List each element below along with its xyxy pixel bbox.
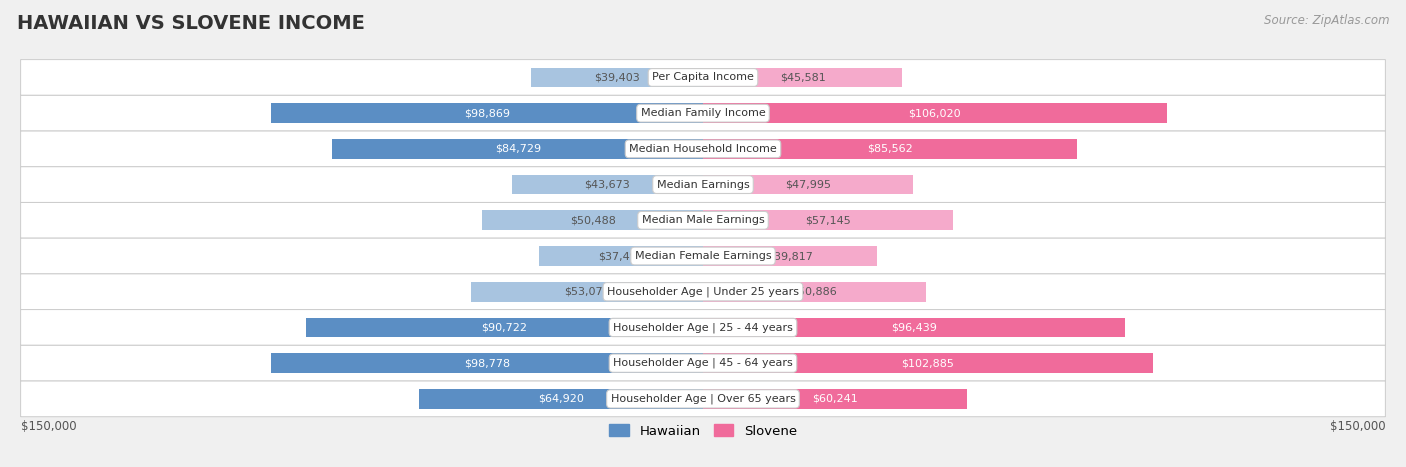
Text: $37,497: $37,497 — [598, 251, 644, 261]
Bar — [703, 68, 903, 87]
Bar — [703, 389, 966, 409]
Bar — [703, 246, 877, 266]
Text: Householder Age | 25 - 44 years: Householder Age | 25 - 44 years — [613, 322, 793, 333]
Text: Median Male Earnings: Median Male Earnings — [641, 215, 765, 225]
Text: Householder Age | 45 - 64 years: Householder Age | 45 - 64 years — [613, 358, 793, 368]
Bar — [703, 103, 1167, 123]
Text: $150,000: $150,000 — [21, 419, 76, 432]
Text: Median Family Income: Median Family Income — [641, 108, 765, 118]
Bar — [703, 139, 1077, 159]
Text: $47,995: $47,995 — [785, 180, 831, 190]
Text: $39,817: $39,817 — [768, 251, 813, 261]
FancyBboxPatch shape — [21, 345, 1385, 381]
Bar — [270, 103, 703, 123]
Text: Per Capita Income: Per Capita Income — [652, 72, 754, 83]
Legend: Hawaiian, Slovene: Hawaiian, Slovene — [603, 419, 803, 443]
Bar — [471, 282, 703, 302]
Bar — [703, 318, 1125, 337]
FancyBboxPatch shape — [21, 238, 1385, 274]
Text: Median Household Income: Median Household Income — [628, 144, 778, 154]
FancyBboxPatch shape — [21, 95, 1385, 131]
Text: $50,488: $50,488 — [569, 215, 616, 225]
Text: $50,886: $50,886 — [792, 287, 837, 297]
Text: Median Female Earnings: Median Female Earnings — [634, 251, 772, 261]
Bar — [512, 175, 703, 194]
Bar — [307, 318, 703, 337]
Text: Householder Age | Over 65 years: Householder Age | Over 65 years — [610, 394, 796, 404]
Text: $43,673: $43,673 — [585, 180, 630, 190]
Text: $106,020: $106,020 — [908, 108, 962, 118]
FancyBboxPatch shape — [21, 60, 1385, 95]
Bar — [332, 139, 703, 159]
FancyBboxPatch shape — [21, 274, 1385, 310]
FancyBboxPatch shape — [21, 167, 1385, 203]
Text: $57,145: $57,145 — [806, 215, 851, 225]
Bar — [703, 282, 925, 302]
Text: $150,000: $150,000 — [1330, 419, 1385, 432]
Text: $84,729: $84,729 — [495, 144, 541, 154]
Text: Median Earnings: Median Earnings — [657, 180, 749, 190]
Text: $98,869: $98,869 — [464, 108, 510, 118]
Bar — [703, 354, 1153, 373]
Bar — [703, 175, 912, 194]
Text: $96,439: $96,439 — [891, 322, 936, 333]
Bar — [271, 354, 703, 373]
Bar — [538, 246, 703, 266]
Text: $102,885: $102,885 — [901, 358, 955, 368]
Text: HAWAIIAN VS SLOVENE INCOME: HAWAIIAN VS SLOVENE INCOME — [17, 14, 364, 33]
Text: $85,562: $85,562 — [868, 144, 912, 154]
Bar — [482, 211, 703, 230]
Text: $39,403: $39,403 — [593, 72, 640, 83]
Text: $98,778: $98,778 — [464, 358, 510, 368]
FancyBboxPatch shape — [21, 131, 1385, 167]
Text: $64,920: $64,920 — [538, 394, 583, 404]
Bar — [530, 68, 703, 87]
Text: $60,241: $60,241 — [811, 394, 858, 404]
FancyBboxPatch shape — [21, 203, 1385, 238]
FancyBboxPatch shape — [21, 381, 1385, 417]
Text: Householder Age | Under 25 years: Householder Age | Under 25 years — [607, 286, 799, 297]
Text: $45,581: $45,581 — [780, 72, 825, 83]
Text: $90,722: $90,722 — [482, 322, 527, 333]
Bar — [419, 389, 703, 409]
FancyBboxPatch shape — [21, 310, 1385, 345]
Bar — [703, 211, 953, 230]
Text: $53,078: $53,078 — [564, 287, 610, 297]
Text: Source: ZipAtlas.com: Source: ZipAtlas.com — [1264, 14, 1389, 27]
